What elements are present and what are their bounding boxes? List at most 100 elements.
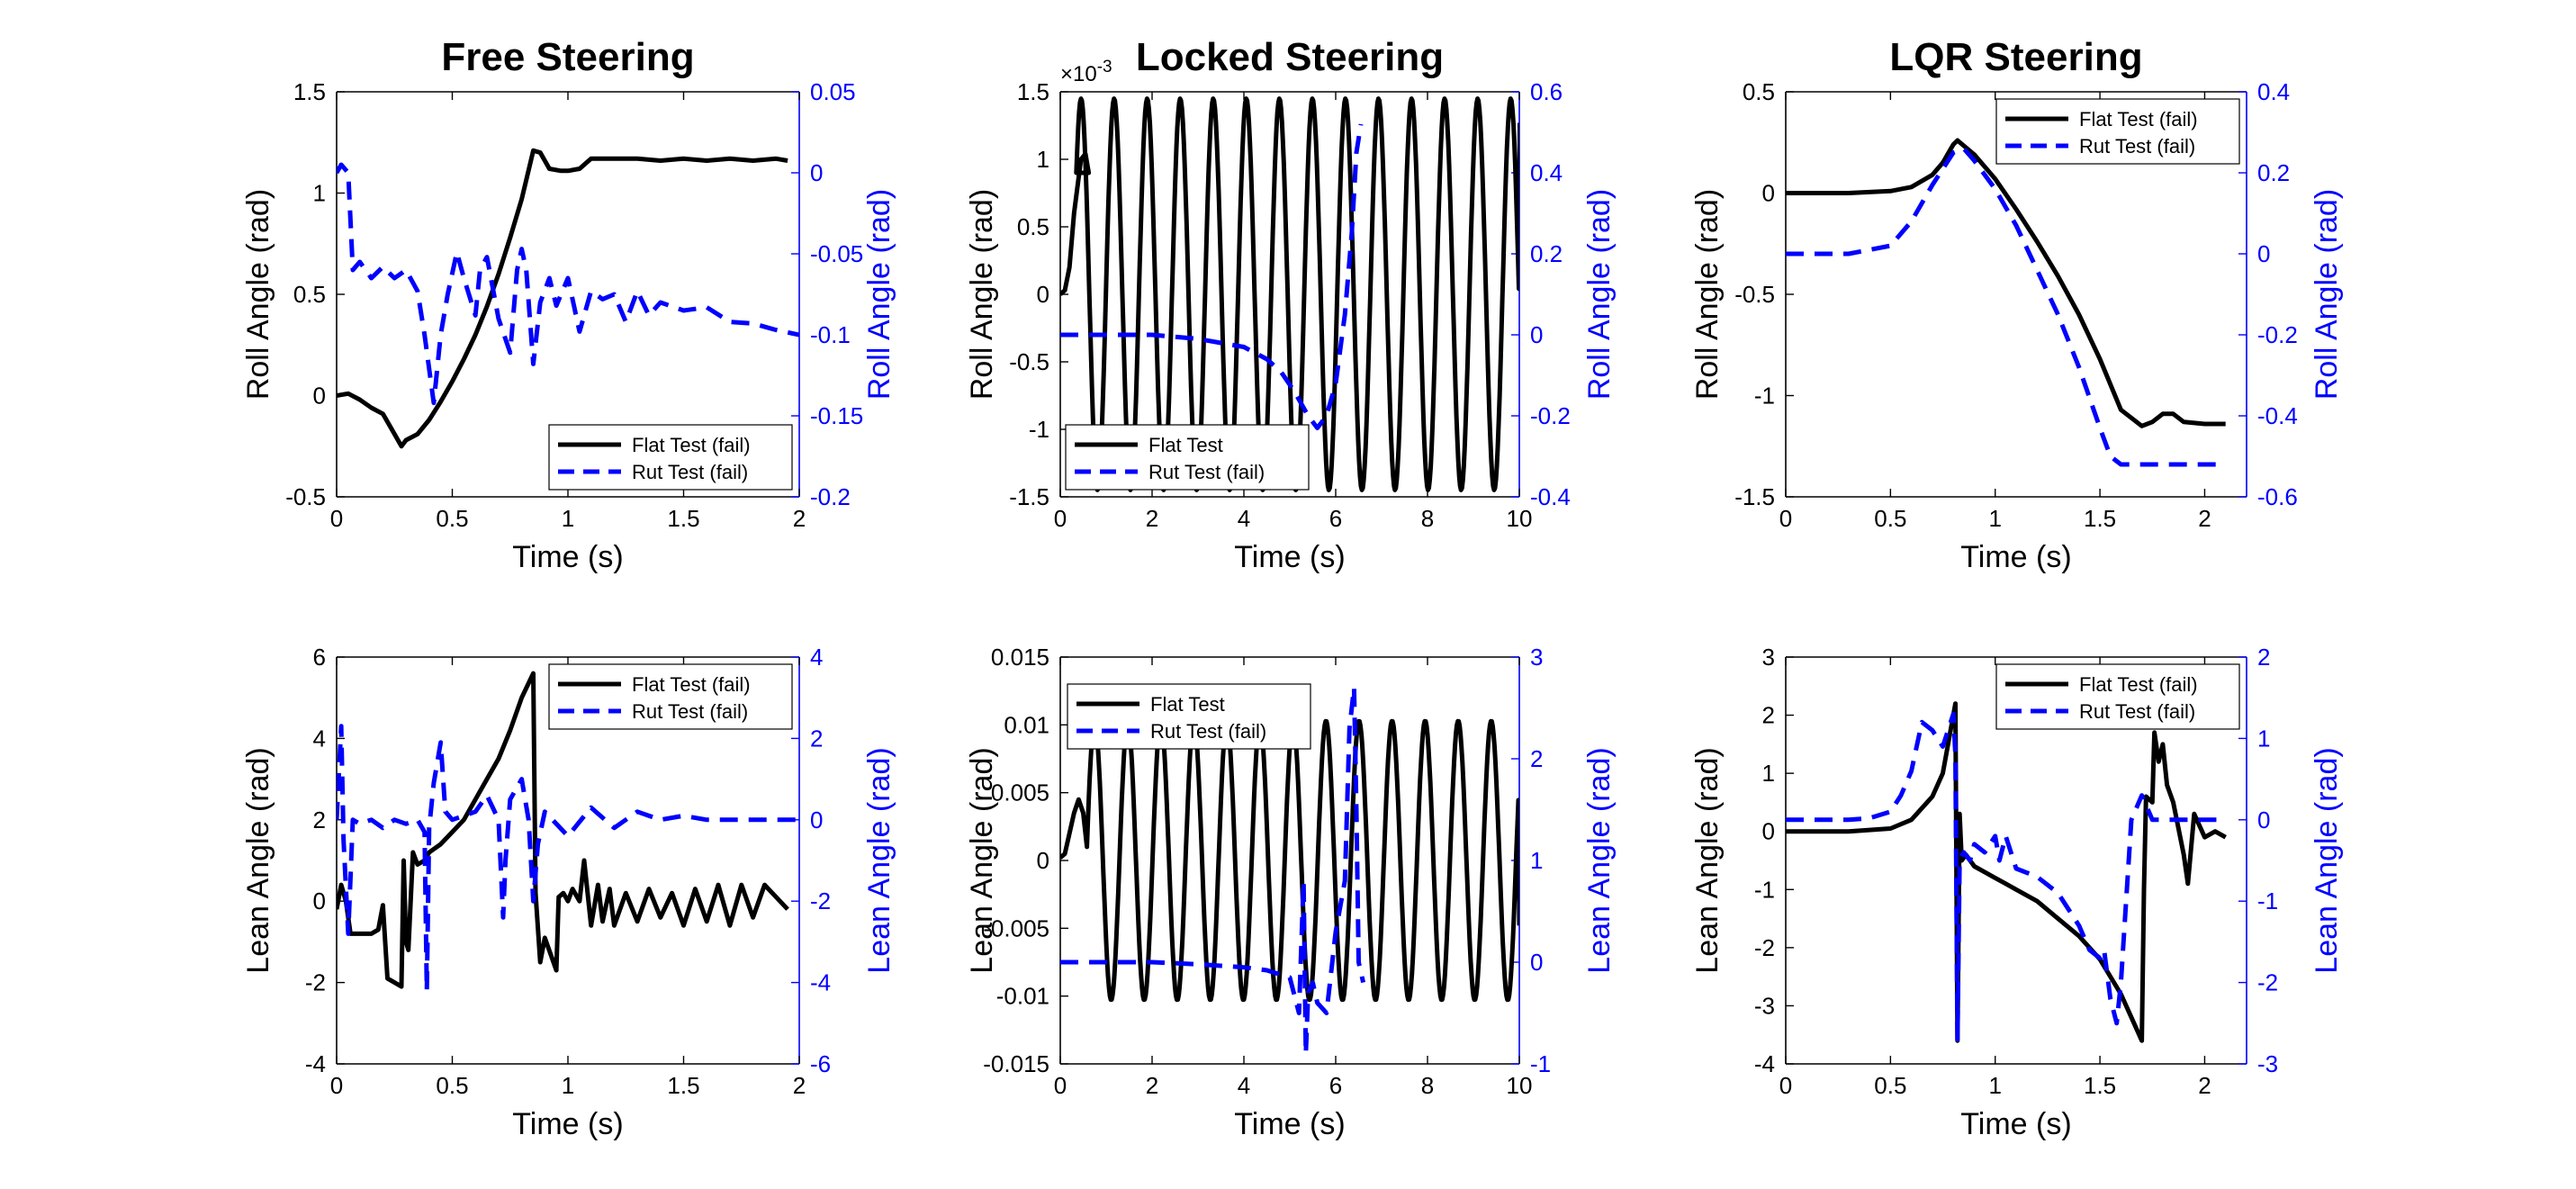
x-tick-label: 1.5 [667, 1072, 699, 1099]
legend-box [1995, 98, 2240, 165]
y-tick-label-left: -1 [1754, 876, 1775, 903]
y-tick-label-right: -0.05 [810, 240, 863, 267]
chart-locked-roll: 0 2 4 6 8 10 -1.5 -1 -0.5 0 0.5 1 1.5 -0.4 -0.2 0 0.2 0.4… [965, 35, 1617, 574]
legend-label: Flat Test (fail) [2079, 673, 2198, 696]
x-tick-label: 4 [1238, 1072, 1250, 1099]
y-tick-label-right: -2 [810, 887, 831, 914]
legend: Flat Test (fail) Rut Test (fail) [1995, 98, 2240, 165]
y-tick-label-left: 3 [1762, 644, 1775, 671]
exponent-power: -3 [1097, 58, 1112, 77]
y-tick-label-right: 0 [2257, 806, 2270, 833]
y-tick-label-right: 0.2 [2257, 159, 2290, 186]
legend: Flat Test (fail) Rut Test (fail) [548, 424, 793, 491]
y-tick-label-left: 0 [313, 887, 326, 914]
legend: Flat Test Rut Test (fail) [1067, 683, 1311, 750]
legend-label: Rut Test (fail) [1150, 720, 1266, 743]
y-tick-label-left: 4 [313, 725, 326, 752]
y-tick-label-left: -4 [1754, 1050, 1775, 1077]
x-tick-label: 0.5 [1874, 1072, 1906, 1099]
legend-label: Rut Test (fail) [632, 700, 748, 723]
x-tick-label: 0 [330, 1072, 343, 1099]
legend-label: Rut Test (fail) [632, 461, 748, 483]
y-tick-label-left: 6 [313, 644, 326, 671]
y-tick-label-right: 0 [1530, 949, 1543, 976]
y-tick-label-right: -0.2 [1530, 402, 1571, 429]
x-tick-label: 8 [1421, 1072, 1434, 1099]
y-tick-label-right: 0.05 [810, 78, 856, 105]
y-tick-label-right: -2 [2257, 969, 2278, 996]
y-tick-label-left: 0.5 [1017, 213, 1049, 240]
x-tick-label: 0 [1779, 1072, 1792, 1099]
legend-label: Rut Test (fail) [2079, 700, 2195, 723]
y-tick-label-right: 0.4 [1530, 159, 1563, 186]
legend-label: Flat Test [1148, 434, 1223, 456]
y-tick-label-left: 1.5 [1017, 78, 1049, 105]
legend: Flat Test Rut Test (fail) [1065, 424, 1310, 491]
plot-area [1786, 138, 2226, 467]
legend-box [548, 663, 793, 730]
legend-label: Rut Test (fail) [2079, 135, 2195, 158]
y-tick-label-left: -0.015 [983, 1050, 1049, 1077]
y-tick-label-left: 1 [313, 180, 326, 207]
y-tick-label-left: 0 [1037, 847, 1049, 874]
x-axis-label: Time (s) [1960, 540, 2071, 574]
x-tick-label: 0 [1054, 505, 1067, 532]
y-tick-label-right: 0.2 [1530, 240, 1563, 267]
y-tick-label-left: 1 [1037, 146, 1049, 173]
x-tick-label: 0.5 [436, 505, 468, 532]
y-tick-label-right: -6 [810, 1050, 831, 1077]
y-tick-label-left: -0.005 [983, 914, 1049, 941]
y-tick-label-right: -0.6 [2257, 483, 2298, 510]
x-tick-label: 2 [793, 1072, 806, 1099]
y-tick-label-right: 0 [810, 806, 823, 833]
series-line-flat [1786, 701, 2227, 1043]
x-tick-label: 0 [330, 505, 343, 532]
y-tick-label-right: 0.4 [2257, 78, 2290, 105]
chart-title: Locked Steering [1136, 35, 1444, 79]
y-axis-label-left: Roll Angle (rad) [1690, 189, 1725, 400]
y-tick-label-right: 0 [1530, 321, 1543, 348]
y-axis-label-right: Lean Angle (rad) [1582, 747, 1617, 973]
x-tick-label: 0.5 [1874, 505, 1906, 532]
y-tick-label-right: -4 [810, 969, 831, 996]
y-tick-label-right: -0.2 [810, 483, 851, 510]
legend-box [1065, 424, 1310, 491]
x-tick-label: 2 [2198, 1072, 2211, 1099]
legend-box [1995, 663, 2240, 730]
y-tick-label-left: 0 [313, 383, 326, 410]
legend-label: Flat Test (fail) [2079, 108, 2198, 131]
x-tick-label: 0 [1779, 505, 1792, 532]
y-tick-label-left: 2 [1762, 702, 1775, 729]
legend-label: Flat Test (fail) [632, 673, 751, 696]
y-axis-label-left: Lean Angle (rad) [241, 747, 275, 973]
x-tick-label: 1.5 [2084, 505, 2116, 532]
y-tick-label-left: -1.5 [1734, 483, 1775, 510]
legend-label: Rut Test (fail) [1148, 461, 1265, 483]
y-tick-label-right: 0 [2257, 240, 2270, 267]
y-tick-label-left: -0.5 [285, 483, 326, 510]
series-line-flat [337, 671, 789, 989]
y-tick-label-left: -4 [305, 1050, 326, 1077]
y-tick-label-left: -1 [1029, 416, 1049, 443]
y-tick-label-right: 2 [810, 725, 823, 752]
x-tick-label: 1 [1988, 1072, 2001, 1099]
y-tick-label-left: 0.015 [991, 644, 1049, 671]
legend: Flat Test (fail) Rut Test (fail) [548, 663, 793, 730]
y-axis-label-right: Lean Angle (rad) [862, 747, 896, 973]
series-line-rut [1786, 711, 2226, 1042]
x-tick-label: 2 [2198, 505, 2211, 532]
y-tick-label-right: -1 [2257, 887, 2278, 914]
series-line-flat [1060, 718, 1519, 1003]
y-tick-label-right: -0.4 [1530, 483, 1571, 510]
y-tick-label-right: 0 [810, 159, 823, 186]
x-tick-label: 1.5 [2084, 1072, 2116, 1099]
y-tick-label-left: -2 [305, 969, 326, 996]
x-axis-label: Time (s) [1960, 1107, 2071, 1141]
x-axis-label: Time (s) [512, 540, 623, 574]
y-tick-label-right: -0.2 [2257, 321, 2298, 348]
y-axis-label-right: Roll Angle (rad) [1582, 189, 1617, 400]
series-line-rut [1060, 685, 1366, 1057]
x-tick-label: 4 [1238, 505, 1250, 532]
y-tick-label-left: 0.01 [1004, 711, 1049, 738]
x-tick-label: 1 [562, 505, 574, 532]
